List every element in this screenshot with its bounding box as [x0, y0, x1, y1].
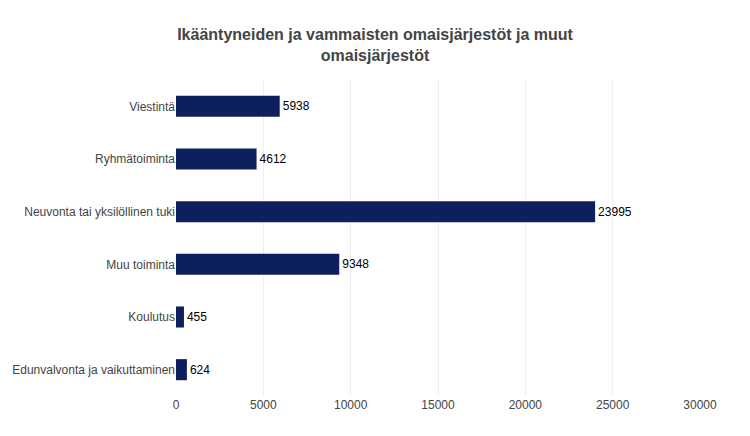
- svg-text:0: 0: [173, 398, 180, 412]
- svg-text:20000: 20000: [509, 398, 543, 412]
- svg-text:Muu toiminta: Muu toiminta: [106, 258, 175, 272]
- svg-text:Ikääntyneiden ja vammaisten om: Ikääntyneiden ja vammaisten omaisjärjest…: [177, 26, 573, 64]
- svg-text:30000: 30000: [683, 398, 717, 412]
- svg-text:9348: 9348: [342, 257, 369, 271]
- svg-text:4612: 4612: [260, 152, 287, 166]
- svg-text:Ryhmätoiminta: Ryhmätoiminta: [95, 152, 175, 166]
- svg-text:Koulutus: Koulutus: [128, 310, 175, 324]
- svg-text:10000: 10000: [334, 398, 368, 412]
- svg-text:624: 624: [190, 363, 210, 377]
- svg-text:455: 455: [187, 310, 207, 324]
- svg-text:Neuvonta tai yksilöllinen tuki: Neuvonta tai yksilöllinen tuki: [24, 205, 175, 219]
- svg-text:5938: 5938: [283, 99, 310, 113]
- svg-text:15000: 15000: [421, 398, 455, 412]
- svg-text:Edunvalvonta ja vaikuttaminen: Edunvalvonta ja vaikuttaminen: [12, 363, 175, 377]
- svg-text:23995: 23995: [598, 205, 632, 219]
- svg-text:25000: 25000: [596, 398, 630, 412]
- svg-text:Viestintä: Viestintä: [129, 100, 175, 114]
- svg-text:5000: 5000: [250, 398, 277, 412]
